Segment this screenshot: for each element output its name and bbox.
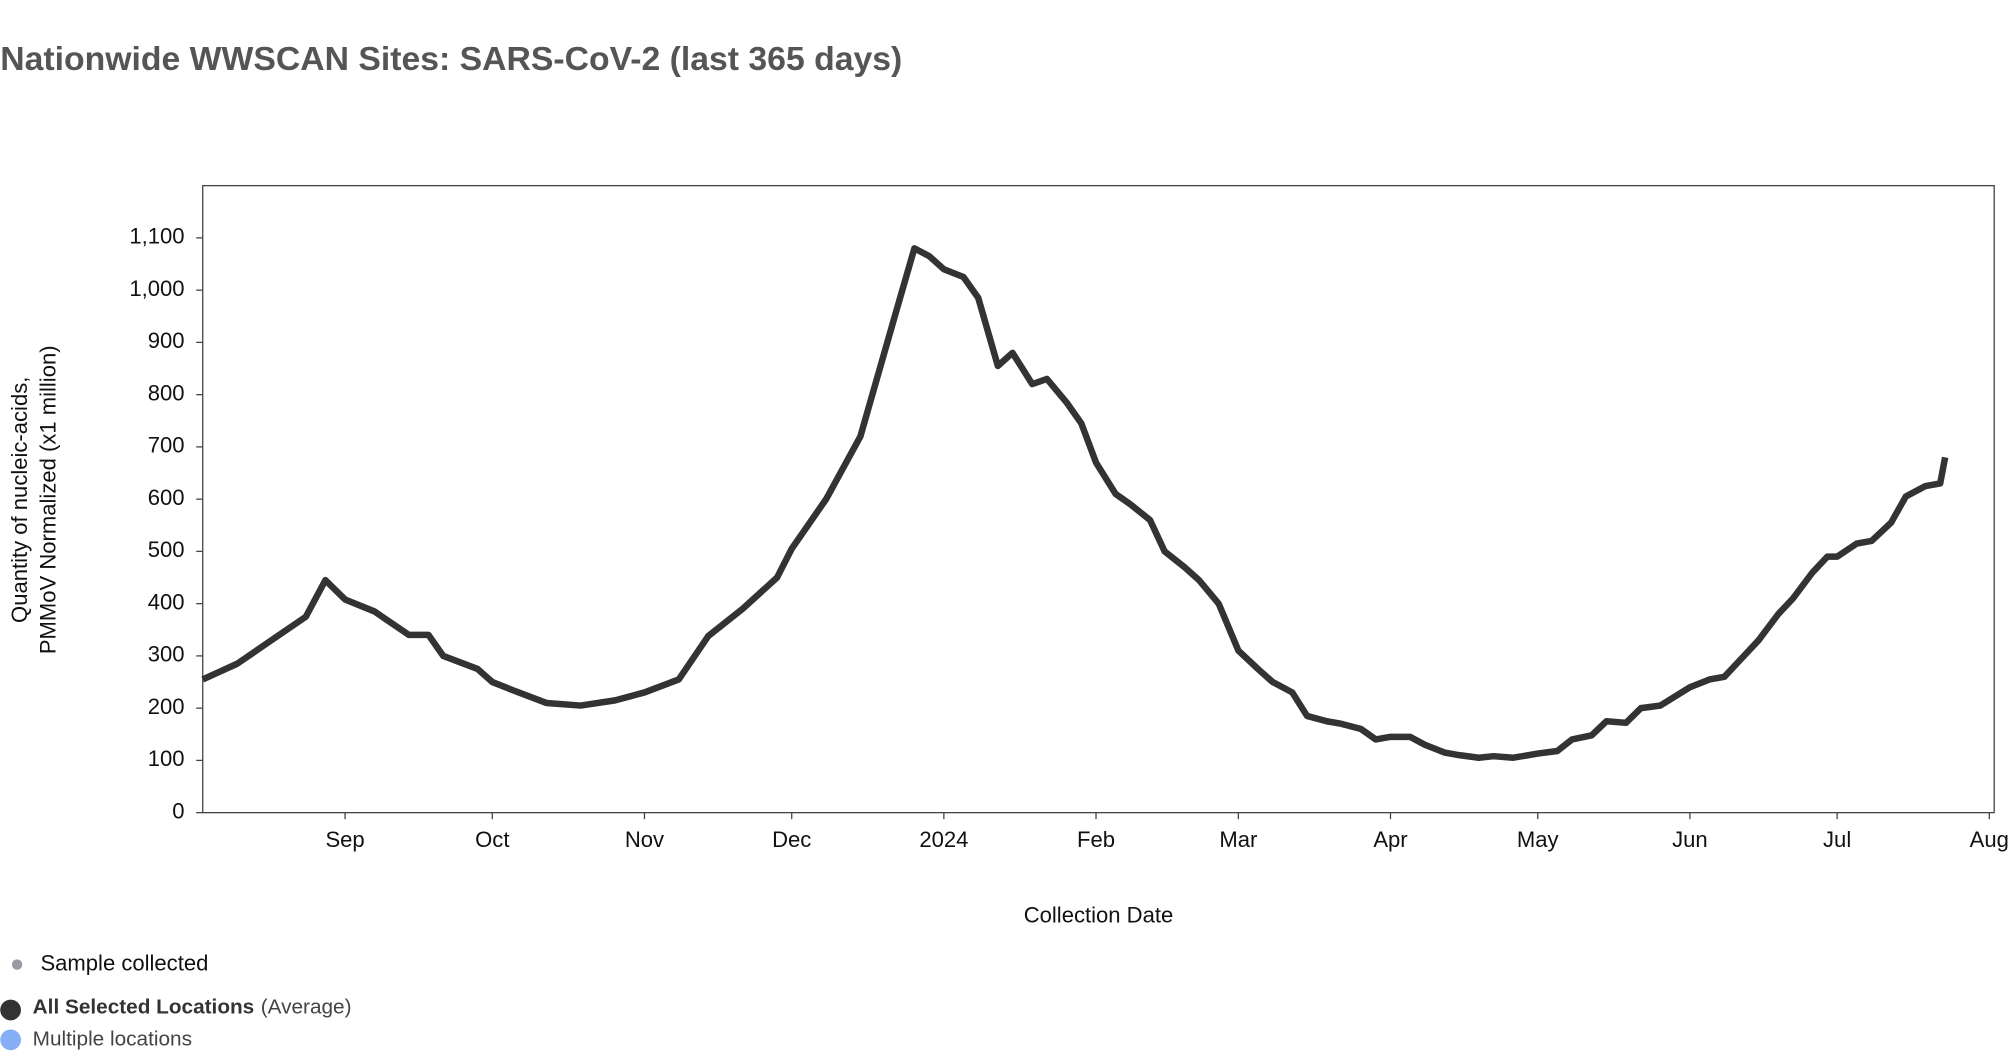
y-axis-title-line: Quantity of nucleic-acids, <box>7 377 32 623</box>
x-tick-label: Apr <box>1373 827 1407 852</box>
y-tick-label: 700 <box>148 433 185 458</box>
y-tick-label: 0 <box>172 798 184 823</box>
legend-label: Sample collected <box>40 950 208 975</box>
y-tick-label: 1,100 <box>129 224 184 249</box>
y-tick-label: 400 <box>148 589 185 614</box>
legend-swatch <box>0 999 21 1021</box>
y-tick-label: 200 <box>148 694 185 719</box>
x-tick-label: Jun <box>1672 827 1708 852</box>
legend-swatch <box>0 1029 21 1051</box>
legend-label: Multiple locations <box>33 1027 192 1050</box>
x-axis-title: Collection Date <box>1024 902 1174 927</box>
y-tick-label: 300 <box>148 642 185 667</box>
x-tick-label: May <box>1517 827 1559 852</box>
x-tick-label: Feb <box>1077 827 1115 852</box>
y-axis-title-line: PMMoV Normalized (x1 million) <box>35 345 60 654</box>
plot-frame <box>202 184 1995 814</box>
legend: Sample collected All Selected Locations (A… <box>0 950 352 1051</box>
x-tick-label: Nov <box>625 827 664 852</box>
x-tick-label: Dec <box>772 827 811 852</box>
legend-series-name: All Selected Locations <box>33 996 255 1019</box>
legend-series-suffix: (Average) <box>261 996 352 1019</box>
y-tick-label: 800 <box>148 380 185 405</box>
y-tick-label: 100 <box>148 746 185 771</box>
chart-title: Nationwide WWSCAN Sites: SARS-CoV-2 (las… <box>0 40 902 78</box>
y-tick-label: 1,000 <box>129 276 184 301</box>
y-tick-label: 500 <box>148 537 185 562</box>
x-tick-label: Aug <box>1970 827 2009 852</box>
y-tick-label: 600 <box>148 485 185 510</box>
x-tick-label: Oct <box>475 827 509 852</box>
x-tick-label: Mar <box>1219 827 1257 852</box>
x-tick-label: 2024 <box>919 827 968 852</box>
y-axis-title: Quantity of nucleic-acids, PMMoV Normali… <box>7 345 61 654</box>
legend-label: All Selected Locations (Average) <box>33 996 352 1019</box>
data-line <box>201 245 1949 761</box>
x-tick-label: Jul <box>1823 827 1851 852</box>
x-tick-label: Sep <box>325 827 364 852</box>
legend-swatch <box>11 959 23 970</box>
y-tick-label: 900 <box>148 328 185 353</box>
